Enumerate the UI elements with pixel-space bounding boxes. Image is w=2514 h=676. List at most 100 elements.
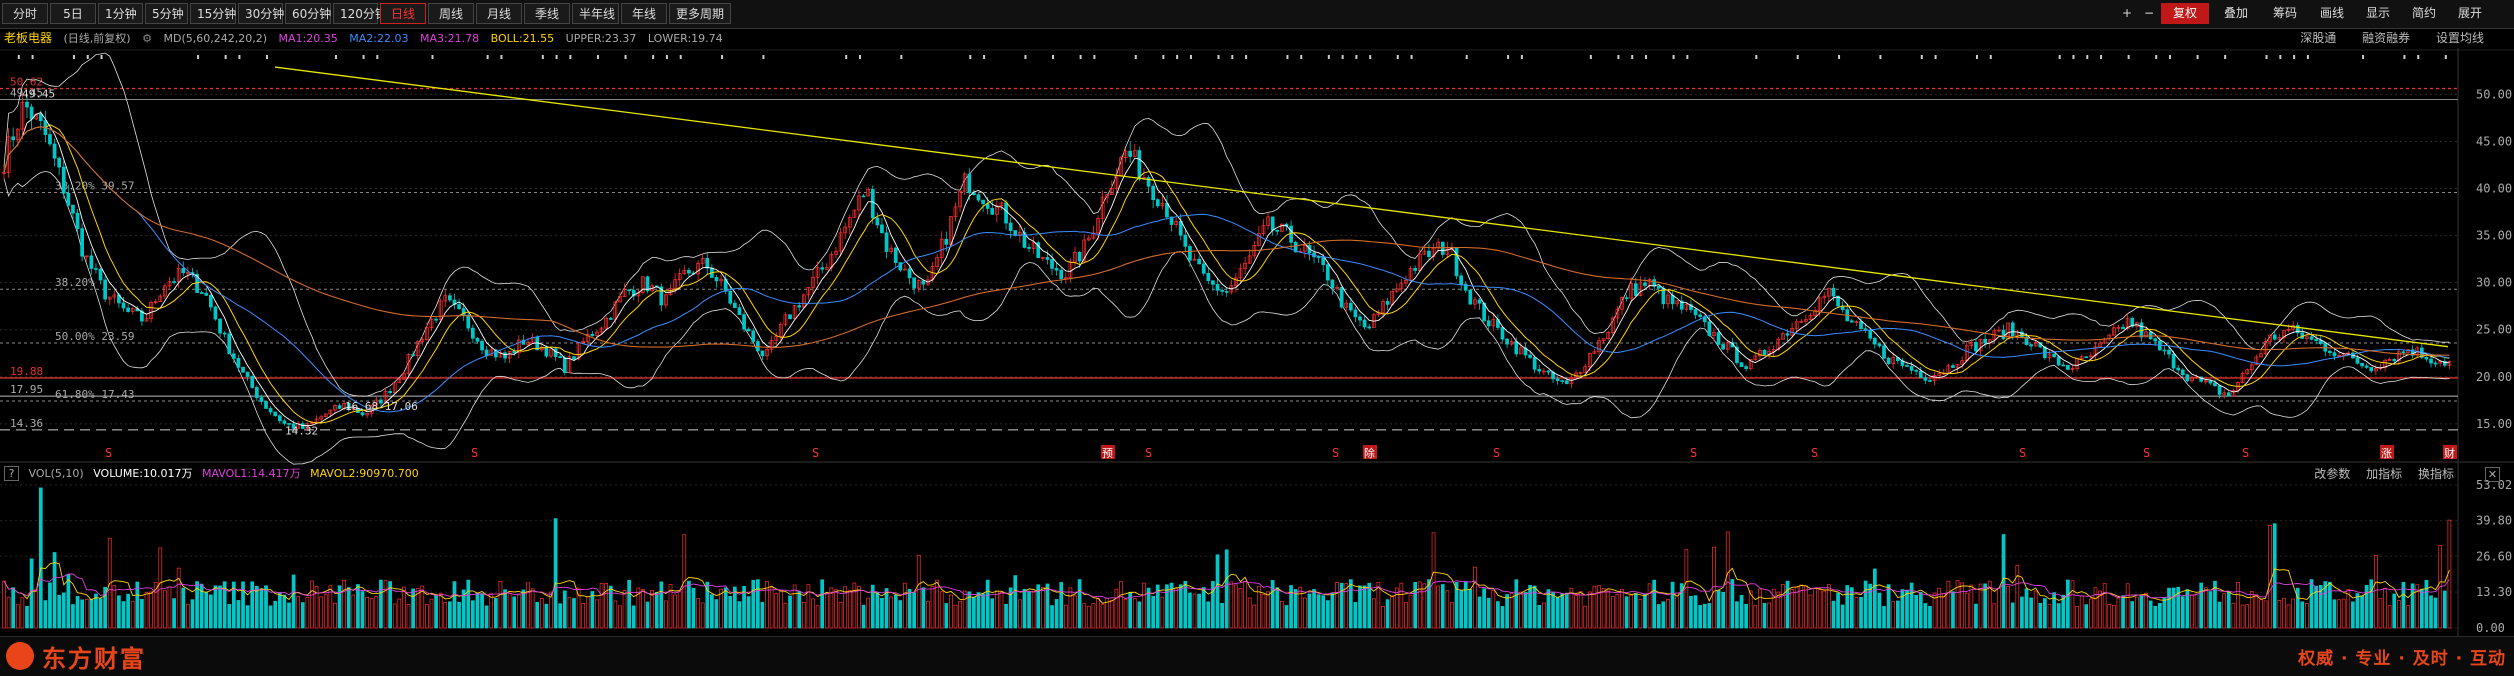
stock-name[interactable]: 老板电器 [4, 31, 53, 45]
volume-bar [1146, 587, 1151, 629]
candle-body [2374, 368, 2378, 372]
period-tab[interactable]: 1分钟 [98, 3, 143, 24]
volume-bar [916, 554, 921, 629]
toolbar-tool[interactable]: 画线 [2319, 6, 2344, 20]
candle-body [1666, 294, 1670, 305]
volume-bar [2401, 581, 2406, 629]
candle-body [61, 166, 66, 194]
info-mark [266, 55, 269, 59]
candle-body [227, 333, 232, 355]
candle-body [1215, 284, 1220, 291]
candle-body [406, 354, 411, 375]
volume-bar [737, 601, 742, 629]
volume-bar [2217, 601, 2222, 629]
candle-body [627, 289, 631, 292]
kline-chart[interactable]: 50.00 45.00 40.00 35.00 30.00 25.00 20.00 15.00… [0, 0, 2514, 636]
toolbar-tool[interactable]: 简约 [2411, 6, 2436, 20]
period-tab[interactable]: 30分钟 [238, 3, 284, 24]
candle-body [1951, 365, 1955, 368]
link-set-ma[interactable]: 设置均线 [2435, 31, 2484, 45]
volume-bar [1863, 580, 1868, 629]
candle-body [1477, 299, 1482, 304]
candle-body [112, 294, 117, 298]
volume-bar [493, 598, 498, 629]
candle-body [144, 318, 149, 322]
volume-bar [1050, 605, 1054, 629]
volume-bar [1018, 599, 1022, 629]
period-tab[interactable]: 60分钟 [285, 3, 331, 24]
period-tab[interactable]: 15分钟 [190, 3, 236, 24]
info-mark [1162, 55, 1165, 59]
volume-bar [1302, 597, 1307, 629]
candle-body [1169, 216, 1174, 225]
period-tab[interactable]: 年线 [621, 3, 667, 24]
candle-body [1050, 259, 1054, 269]
link-edit-params[interactable]: 改参数 [2314, 467, 2351, 481]
gear-icon[interactable]: ⚙ [142, 32, 152, 45]
candle-body [815, 267, 820, 278]
period-tab[interactable]: 半年线 [572, 3, 619, 24]
volume-bar [2043, 598, 2047, 629]
info-mark [624, 55, 627, 59]
toolbar-tool[interactable]: 展开 [2457, 6, 2482, 20]
toolbar-tool[interactable]: 筹码 [2272, 6, 2297, 20]
volume-bar [2374, 555, 2378, 629]
period-tab[interactable]: 5日 [50, 3, 96, 24]
period-tab[interactable]: 120分钟 [333, 3, 387, 24]
toolbar-tool[interactable]: 叠加 [2223, 6, 2248, 20]
toolbar-tool[interactable]: − [2143, 6, 2155, 20]
volume-bar [1463, 582, 1468, 629]
volume-bar [351, 594, 356, 629]
candle-body [397, 378, 402, 384]
volume-bar [755, 579, 760, 629]
link-sgt[interactable]: 深股通 [2300, 31, 2337, 45]
period-tab[interactable]: 季线 [524, 3, 570, 24]
candle-body [1261, 225, 1266, 234]
volume-bar [1946, 580, 1951, 629]
candle-body [728, 290, 733, 304]
candle-body [2447, 361, 2452, 366]
candle-body [98, 268, 103, 281]
period-tab[interactable]: 周线 [428, 3, 474, 24]
candle-body [1560, 380, 1565, 382]
period-tab[interactable]: 月线 [476, 3, 522, 24]
period-tab[interactable]: 日线 [380, 3, 426, 24]
candle-body [15, 128, 20, 141]
period-tab[interactable]: 分时 [2, 3, 48, 24]
candle-body [1974, 341, 1978, 352]
link-margin[interactable]: 融资融券 [2362, 31, 2411, 45]
volume-bar [847, 590, 852, 629]
link-switch-indicator[interactable]: 换指标 [2417, 467, 2454, 481]
candle-body [1096, 218, 1100, 234]
candle-body [581, 340, 586, 343]
volume-bar [1597, 585, 1601, 629]
toolbar-tool[interactable]: 显示 [2365, 6, 2390, 20]
candle-body [1077, 252, 1082, 262]
toolbar-tool[interactable]: 复权 [2161, 3, 2209, 24]
period-tab[interactable]: 5分钟 [145, 3, 188, 24]
info-mark [2362, 55, 2365, 59]
toolbar-tool[interactable]: + [2121, 6, 2133, 20]
candle-body [1969, 341, 1974, 347]
volume-bar [926, 601, 930, 629]
volume-bar [1119, 581, 1123, 629]
question-icon[interactable]: ? [4, 466, 19, 481]
volume-bar [962, 590, 967, 629]
candle-body [388, 391, 392, 394]
candle-body [480, 340, 484, 351]
candle-body [126, 307, 130, 312]
volume-bar [2098, 590, 2102, 629]
candle-body [1100, 196, 1105, 219]
candle-body [1137, 150, 1142, 180]
close-icon[interactable]: ✕ [2485, 467, 2500, 482]
volume-bar [990, 598, 995, 629]
candle-body [241, 366, 245, 373]
link-add-indicator[interactable]: 加指标 [2366, 467, 2403, 481]
mavol2-value: MAVOL2:90970.700 [310, 467, 419, 480]
candle-body [1565, 380, 1569, 385]
period-tab[interactable]: 更多周期 [669, 3, 731, 24]
volume-bar [25, 605, 29, 629]
volume-bar [1551, 592, 1555, 629]
candle-body [1514, 341, 1519, 355]
candle-body [1537, 368, 1542, 372]
